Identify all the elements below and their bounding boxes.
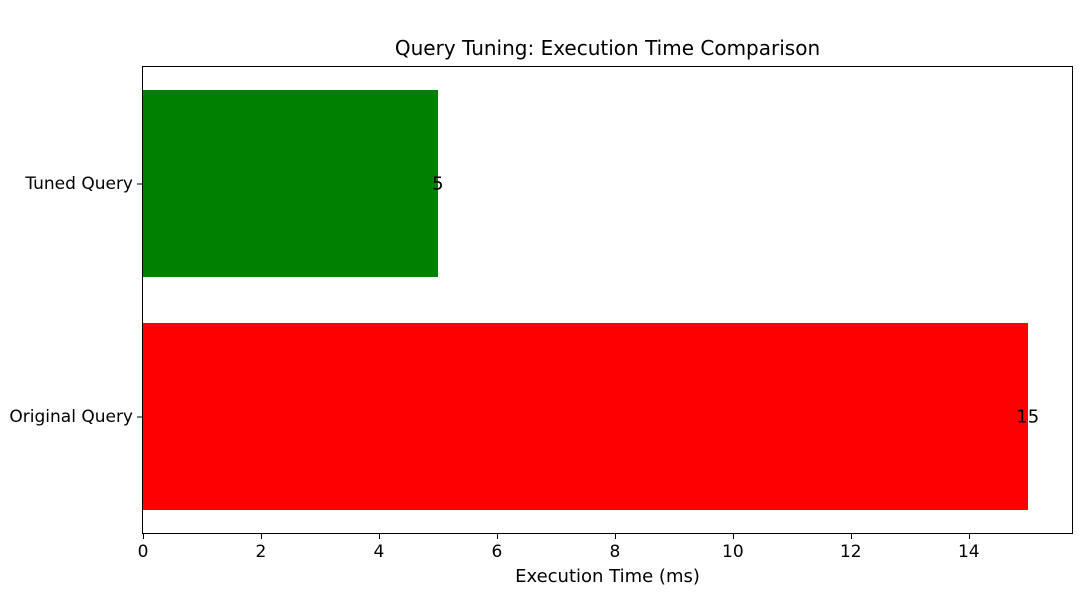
x-axis-tick <box>378 534 380 539</box>
x-axis-tick <box>496 534 498 539</box>
x-axis-tick <box>260 534 262 539</box>
bar-tuned-query <box>143 90 438 277</box>
x-axis-tick <box>732 534 734 539</box>
x-axis-tick <box>614 534 616 539</box>
x-tick-label: 4 <box>373 542 385 562</box>
bar-original-query <box>143 323 1028 510</box>
y-tick-label-tuned-query: Tuned Query <box>25 173 133 194</box>
x-axis-label: Execution Time (ms) <box>515 566 700 587</box>
x-tick-label: 2 <box>255 542 267 562</box>
x-axis-tick <box>143 534 144 539</box>
x-tick-label: 12 <box>839 542 862 562</box>
bar-value-label-original-query: 15 <box>1016 406 1040 427</box>
x-tick-label: 0 <box>137 542 149 562</box>
y-tick-label-original-query: Original Query <box>9 406 133 427</box>
bar-value-label-tuned-query: 5 <box>432 173 444 194</box>
x-axis-tick <box>850 534 852 539</box>
y-axis-tick <box>137 416 142 417</box>
x-tick-label: 6 <box>491 542 503 562</box>
x-tick-label: 14 <box>957 542 980 562</box>
chart-title: Query Tuning: Execution Time Comparison <box>394 36 821 60</box>
y-axis-tick <box>137 183 142 184</box>
x-tick-label: 10 <box>722 542 744 562</box>
x-tick-label: 8 <box>609 542 621 562</box>
x-axis-tick <box>968 534 970 539</box>
plot-area: 5 15 <box>142 66 1073 534</box>
